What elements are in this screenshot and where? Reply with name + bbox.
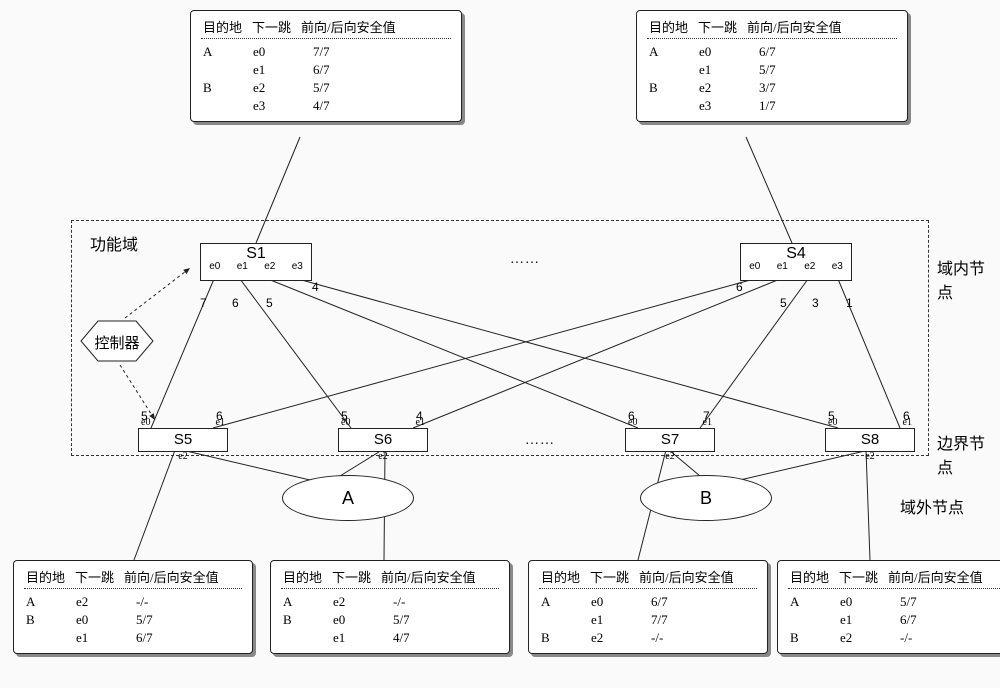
node-s6: e0e1S6e2 [338,428,428,452]
label-outer-nodes: 域外节点 [900,494,964,518]
label-domain: 功能域 [90,231,138,255]
edge-weight: 7 [703,409,710,423]
node-s1-ports: e0 e1 e2 e3 [201,262,311,272]
edge-weight: 3 [812,296,819,310]
edge-weight: 6 [216,409,223,423]
ellipsis-top: …… [510,252,540,268]
edge-weight: 5 [780,296,787,310]
node-s7: e0e1S7e2 [625,428,715,452]
edge-weight: 5 [341,409,348,423]
edge-weight: 5 [828,409,835,423]
callout-s8-table: 目的地下一跳前向/后向安全值Ae05/7e16/7Be2-/- [777,560,1000,654]
edge-weight: 6 [736,280,743,294]
port: e0 [749,262,760,272]
port: e1 [237,262,248,272]
edge-weight: 6 [628,409,635,423]
callout-s6-table: 目的地下一跳前向/后向安全值Ae2-/-Be05/7e14/7 [270,560,510,654]
callout-s7-table: 目的地下一跳前向/后向安全值Ae06/7e17/7Be2-/- [528,560,768,654]
node-s4-label: S4 [741,244,851,262]
ellipsis-mid: …… [525,433,555,449]
node-s1: S1 e0 e1 e2 e3 [200,243,312,281]
cloud-b-label: B [700,488,712,508]
port: e3 [292,262,303,272]
edge-weight: 4 [416,409,423,423]
cloud-b: B [640,475,772,521]
node-s5: e0e1S5e2 [138,428,228,452]
edge-weight: 5 [141,409,148,423]
controller-label: 控制器 [80,332,154,353]
edge-weight: 4 [312,280,319,294]
edge-weight: 6 [903,409,910,423]
port: e1 [777,262,788,272]
edge-weight: 5 [266,296,273,310]
node-s1-label: S1 [201,244,311,262]
cloud-a: A [282,475,414,521]
callout-s4-table: 目的地下一跳前向/后向安全值Ae06/7e15/7Be23/7e31/7 [636,10,908,122]
diagram-stage: 目的地下一跳前向/后向安全值Ae07/7e16/7Be25/7e34/7 目的地… [0,0,1000,688]
port: e2 [804,262,815,272]
edge-weight: 7 [200,296,207,310]
port: e2 [264,262,275,272]
port: e0 [209,262,220,272]
controller-hexagon: 控制器 [80,320,154,362]
port: e3 [832,262,843,272]
label-boundary-nodes: 边界节点 [937,430,1000,478]
node-s4: S4 e0 e1 e2 e3 [740,243,852,281]
callout-s1-table: 目的地下一跳前向/后向安全值Ae07/7e16/7Be25/7e34/7 [190,10,462,122]
node-s4-ports: e0 e1 e2 e3 [741,262,851,272]
edge-weight: 1 [846,296,853,310]
cloud-a-label: A [342,488,354,508]
node-s8: e0e1S8e2 [825,428,915,452]
callout-s5-table: 目的地下一跳前向/后向安全值Ae2-/-Be05/7e16/7 [13,560,253,654]
edge-weight: 6 [232,296,239,310]
label-inner-nodes: 域内节点 [937,255,1000,303]
